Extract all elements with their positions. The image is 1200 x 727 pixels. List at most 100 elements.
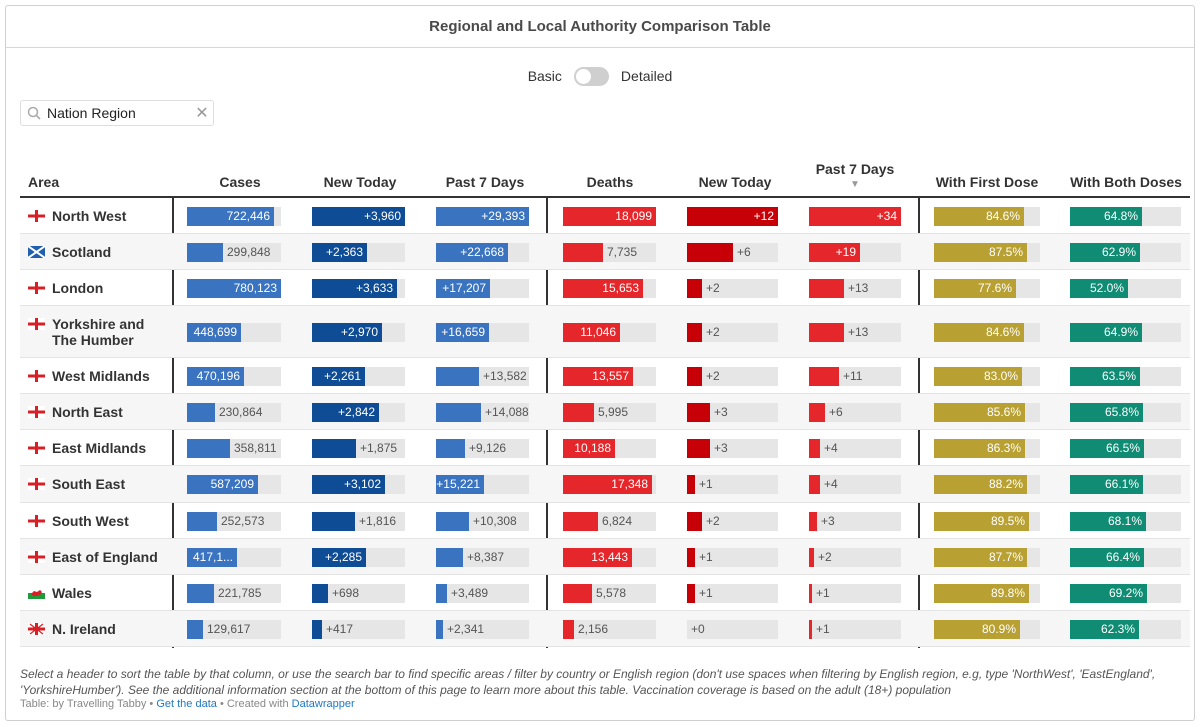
cell-deaths-7d: +34 bbox=[809, 207, 901, 226]
table-row[interactable]: North East 230,864 +2,842 +14,088 5,995 +3 +6 8… bbox=[20, 394, 1190, 430]
bar-fill bbox=[934, 475, 1027, 494]
cell-cases-7d: +2,341 bbox=[436, 620, 529, 639]
credits-mid: • Created with bbox=[216, 698, 292, 710]
bar-track bbox=[809, 512, 901, 531]
bar-fill bbox=[1070, 512, 1146, 531]
cell-deaths: 10,188 bbox=[563, 439, 656, 458]
close-icon[interactable]: ✕ bbox=[195, 105, 209, 122]
cell-value: 64.9% bbox=[1103, 325, 1138, 339]
cell-deaths-7d: +13 bbox=[809, 279, 901, 298]
bar-fill bbox=[187, 243, 223, 262]
cell-both-doses: 62.3% bbox=[1070, 620, 1181, 639]
cell-cases-new: +3,102 bbox=[312, 475, 405, 494]
bar-fill bbox=[436, 243, 508, 262]
cell-value: 80.9% bbox=[981, 622, 1016, 636]
cell-first-dose: 89.5% bbox=[934, 512, 1040, 531]
cell-cases: 587,209 bbox=[187, 475, 281, 494]
area-label: East of England bbox=[52, 549, 158, 565]
header-cases[interactable]: Cases bbox=[180, 146, 300, 198]
bar-fill bbox=[187, 439, 230, 458]
header-rule bbox=[20, 196, 1190, 198]
cell-value: +2 bbox=[706, 514, 720, 528]
datawrapper-link[interactable]: Datawrapper bbox=[291, 698, 355, 710]
bar-fill bbox=[187, 512, 217, 531]
bar-fill bbox=[312, 207, 405, 226]
cell-value: 448,699 bbox=[193, 325, 237, 339]
header-deaths-7d[interactable]: Past 7 Days ▼ bbox=[800, 146, 910, 198]
table-row[interactable]: East Midlands 358,811 +1,875 +9,126 10,188 +3… bbox=[20, 430, 1190, 466]
bar-fill bbox=[436, 512, 469, 531]
table-row[interactable]: Yorkshire and The Humber 448,699 +2,970 +16… bbox=[20, 306, 1190, 358]
cell-value: 86.3% bbox=[986, 441, 1021, 455]
cell-value: 587,209 bbox=[210, 477, 254, 491]
table-row[interactable]: London 780,123 +3,633 +17,207 15,653 +2 +13 77.… bbox=[20, 270, 1190, 306]
cell-deaths-new: +1 bbox=[687, 548, 778, 567]
table-row[interactable]: South West 252,573 +1,816 +10,308 6,824 +2 +3 8… bbox=[20, 503, 1190, 539]
cell-both-doses: 66.5% bbox=[1070, 439, 1181, 458]
cell-value: +12 bbox=[753, 209, 774, 223]
bar-fill bbox=[436, 279, 490, 298]
area-label: N. Ireland bbox=[52, 621, 116, 637]
cell-cases-7d: +9,126 bbox=[436, 439, 529, 458]
cell-first-dose: 77.6% bbox=[934, 279, 1040, 298]
cell-deaths-7d: +1 bbox=[809, 620, 901, 639]
cell-cases: 230,864 bbox=[187, 403, 281, 422]
header-cases-new[interactable]: New Today bbox=[305, 146, 415, 198]
bar-fill bbox=[563, 403, 594, 422]
cell-cases: 252,573 bbox=[187, 512, 281, 531]
header-deaths-new[interactable]: New Today bbox=[680, 146, 790, 198]
cell-value: +13,582 bbox=[483, 369, 527, 383]
bar-fill bbox=[687, 439, 710, 458]
bar-fill bbox=[1070, 243, 1140, 262]
cell-deaths-new: +0 bbox=[687, 620, 778, 639]
cell-value: 7,735 bbox=[607, 245, 638, 259]
table-row[interactable]: East of England 417,1... +2,285 +8,387 13,44… bbox=[20, 539, 1190, 575]
header-first-dose[interactable]: With First Dose bbox=[926, 146, 1048, 198]
bar-track bbox=[809, 403, 901, 422]
cell-value: +14,088 bbox=[485, 405, 529, 419]
bar-fill bbox=[187, 207, 274, 226]
bar-fill bbox=[809, 584, 812, 603]
get-data-link[interactable]: Get the data bbox=[156, 698, 217, 710]
bar-fill bbox=[687, 243, 733, 262]
table-row[interactable]: Scotland 299,848 +2,363 +22,668 7,735 +6 +19 87… bbox=[20, 234, 1190, 270]
cell-deaths-7d: +4 bbox=[809, 439, 901, 458]
cell-value: 2,156 bbox=[578, 622, 609, 636]
cell-value: +417 bbox=[326, 622, 354, 636]
toggle-basic-label[interactable]: Basic bbox=[527, 68, 562, 84]
search-input[interactable]: Nation Region bbox=[47, 105, 136, 121]
bar-fill bbox=[436, 403, 481, 422]
bar-fill bbox=[934, 367, 1022, 386]
table-title: Regional and Local Authority Comparison … bbox=[6, 6, 1194, 48]
bar-fill bbox=[563, 279, 643, 298]
bar-fill bbox=[436, 548, 463, 567]
england-flag-icon bbox=[28, 318, 45, 330]
table-row[interactable]: West Midlands 470,196 +2,261 +13,582 13,557 +… bbox=[20, 358, 1190, 394]
cell-value: +3,489 bbox=[451, 586, 489, 600]
area-label: Yorkshire and The Humber bbox=[52, 316, 145, 348]
view-mode-switch[interactable] bbox=[573, 66, 609, 86]
search-box[interactable]: Nation Region ✕ bbox=[20, 100, 214, 126]
cell-value: +3,633 bbox=[355, 281, 393, 295]
table-row[interactable]: N. Ireland 129,617 +417 +2,341 2,156 +0 +1 80.9… bbox=[20, 611, 1190, 647]
header-cases-7d[interactable]: Past 7 Days bbox=[430, 146, 540, 198]
cell-value: +4 bbox=[824, 477, 838, 491]
header-both-doses[interactable]: With Both Doses bbox=[1064, 146, 1188, 198]
bar-fill bbox=[187, 279, 281, 298]
cell-value: +2,261 bbox=[323, 369, 361, 383]
cell-deaths-new: +2 bbox=[687, 279, 778, 298]
header-area[interactable]: Area bbox=[28, 146, 178, 198]
table-row[interactable]: Wales 221,785 +698 +3,489 5,578 +1 +1 89.8% 69.2… bbox=[20, 575, 1190, 611]
table-row[interactable]: North West 722,446 +3,960 +29,393 18,099 +12 +… bbox=[20, 198, 1190, 234]
sort-descending-icon: ▼ bbox=[850, 179, 860, 190]
footnote: Select a header to sort the table by tha… bbox=[20, 667, 1156, 697]
bar-track bbox=[687, 548, 778, 567]
table-row[interactable]: South East 587,209 +3,102 +15,221 17,348 +1 +4… bbox=[20, 466, 1190, 503]
bar-fill bbox=[1070, 367, 1140, 386]
cell-value: +0 bbox=[691, 622, 705, 636]
header-deaths[interactable]: Deaths bbox=[550, 146, 670, 198]
bar-fill bbox=[809, 243, 860, 262]
toggle-detailed-label[interactable]: Detailed bbox=[620, 68, 673, 84]
area-label: South East bbox=[52, 476, 126, 492]
bar-fill bbox=[312, 548, 366, 567]
